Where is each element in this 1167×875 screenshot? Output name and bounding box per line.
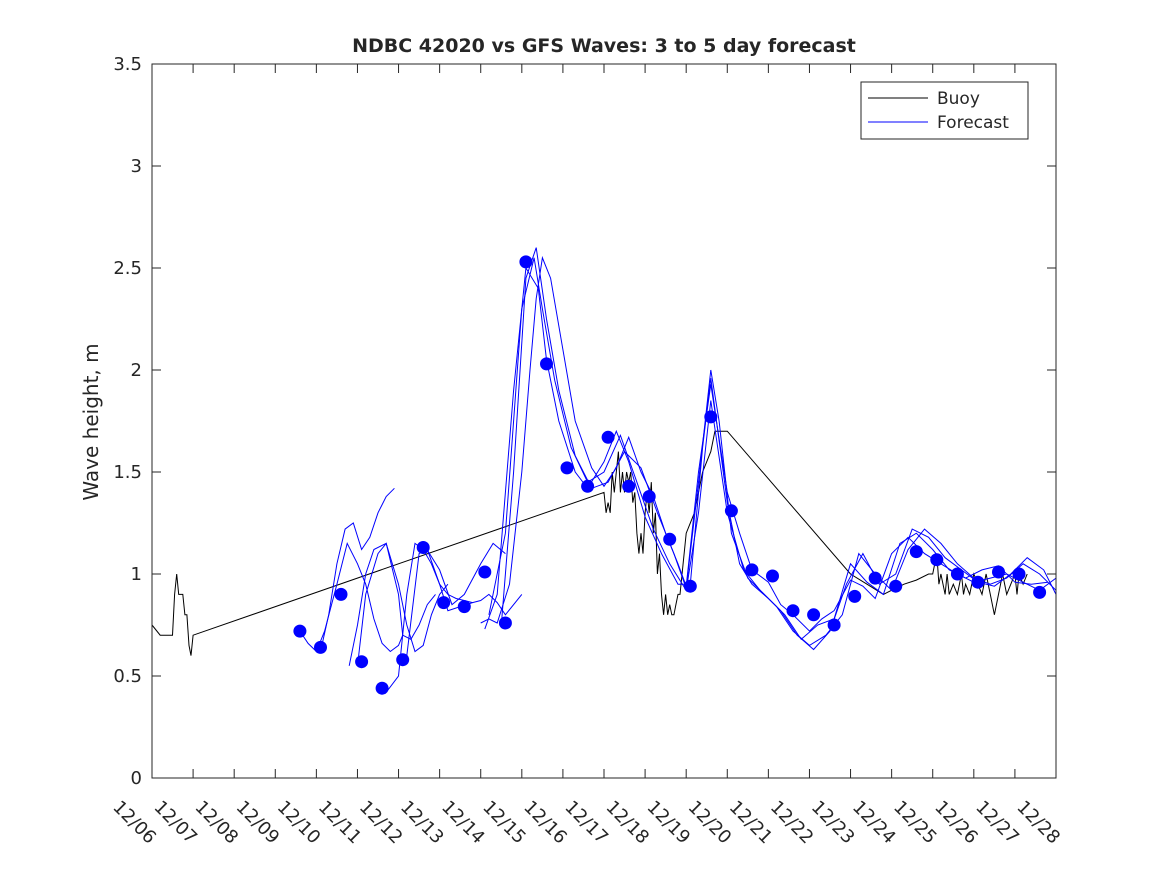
forecast-run-line [348,542,436,666]
forecast-marker [457,600,471,614]
forecast-marker [396,653,410,667]
y-tick-label: 0 [131,768,142,789]
y-tick-label: 1 [131,564,142,585]
forecast-marker [971,575,985,589]
forecast-marker [478,565,492,579]
forecast-marker [519,255,533,269]
y-tick-labels: 0 0.5 1 1.5 2 2.5 3 3.5 [113,54,142,789]
y-tick-label: 0.5 [113,666,142,687]
legend-label-forecast: Forecast [937,113,1009,133]
forecast-marker [498,616,512,630]
forecast-marker [1012,567,1026,581]
forecast-marker [314,640,327,654]
forecast-run-line [422,542,506,606]
forecast-marker [416,541,430,554]
legend-box [860,81,1029,140]
legend: Buoy Forecast [860,81,1029,140]
y-tick-label: 2.5 [113,258,142,279]
y-axis-label: Wave height, m [79,343,103,500]
chart-title: NDBC 42020 vs GFS Waves: 3 to 5 day fore… [352,35,856,57]
forecast-marker [868,571,882,585]
forecast-marker [704,410,718,424]
y-tick-label: 2 [131,360,142,381]
forecast-run-line [320,487,395,652]
forecast-marker [334,587,348,601]
forecast-run-line [484,266,1048,641]
forecast-marker [950,567,964,581]
forecast-marker [786,604,800,618]
forecast-marker [766,569,779,583]
buoy-line [151,430,1028,656]
y-tick-label: 3.5 [113,54,142,75]
plot-area [151,247,1057,695]
forecast-marker [581,479,595,493]
forecast-marker [642,490,656,503]
forecast-marker [992,565,1005,579]
axis-ticks [151,63,1057,779]
forecast-marker [560,461,574,475]
forecast-marker [889,579,903,593]
axes-box [151,63,1057,779]
forecast-marker [724,504,738,518]
forecast-marker [848,589,862,603]
forecast-run-line [357,542,449,666]
forecast-marker [622,479,636,493]
forecast-marker [437,596,451,610]
forecast-marker [909,545,923,559]
forecast-marker [293,624,307,638]
forecast-marker [1033,585,1047,599]
legend-label-buoy: Buoy [937,89,980,109]
forecast-marker [540,357,553,371]
forecast-marker [663,532,677,546]
forecast-marker [601,430,615,444]
forecast-marker [375,681,389,695]
forecast-marker [745,563,759,577]
forecast-run-line [378,542,473,693]
forecast-marker [930,553,944,567]
y-tick-label: 1.5 [113,462,142,483]
forecast-marker [827,618,841,632]
y-tick-label: 3 [131,156,142,177]
forecast-marker [355,655,369,669]
forecast-marker [807,608,821,622]
forecast-marker [683,579,697,593]
